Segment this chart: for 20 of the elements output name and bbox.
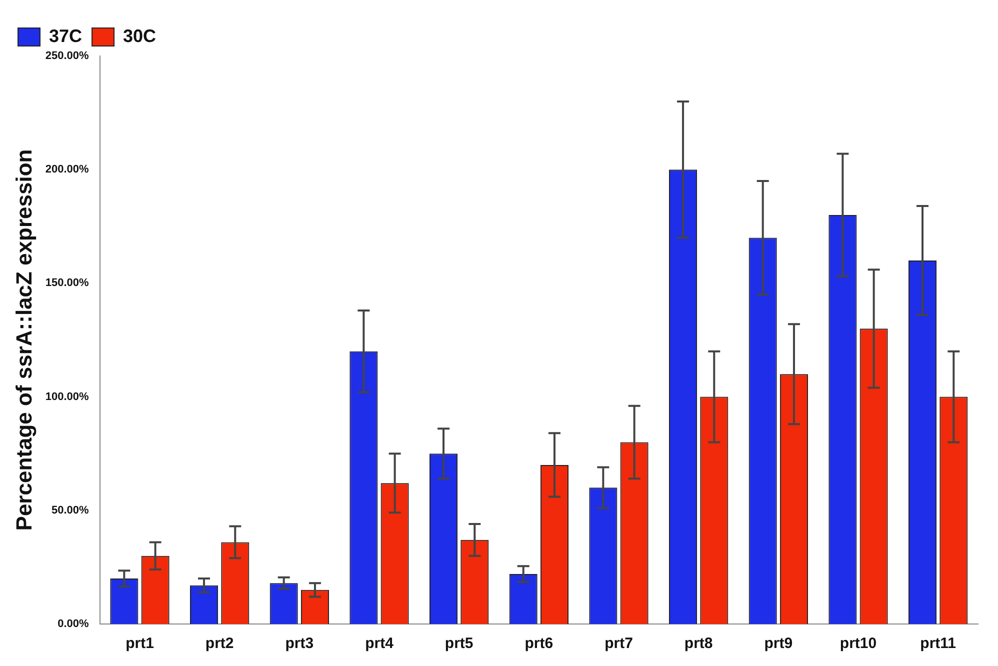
y-tick-label: 250.00% bbox=[45, 50, 90, 62]
y-tick-label: 0.00% bbox=[58, 618, 90, 630]
x-tick-label: prt6 bbox=[524, 635, 554, 652]
x-tick-label: prt9 bbox=[764, 635, 793, 652]
y-tick-label: 150.00% bbox=[45, 277, 90, 290]
x-tick-label: prt4 bbox=[365, 635, 394, 652]
y-tick-label: 200.00% bbox=[45, 164, 90, 176]
y-tick-label: 50.00% bbox=[52, 504, 90, 516]
x-tick-label: prt7 bbox=[604, 635, 633, 652]
legend-label: 37C bbox=[49, 26, 82, 46]
x-tick-label: prt10 bbox=[840, 635, 877, 652]
y-tick-label: 100.00% bbox=[45, 390, 90, 403]
x-tick-label: prt3 bbox=[285, 635, 314, 652]
x-tick-label: prt2 bbox=[205, 635, 234, 652]
x-tick-label: prt1 bbox=[126, 635, 154, 652]
x-tick-label: prt11 bbox=[920, 635, 956, 652]
x-tick-label: prt8 bbox=[684, 635, 713, 652]
legend-label: 30C bbox=[123, 26, 156, 46]
x-tick-label: prt5 bbox=[444, 635, 474, 652]
y-axis-title: Percentage of ssrA::lacZ expression bbox=[11, 149, 36, 531]
